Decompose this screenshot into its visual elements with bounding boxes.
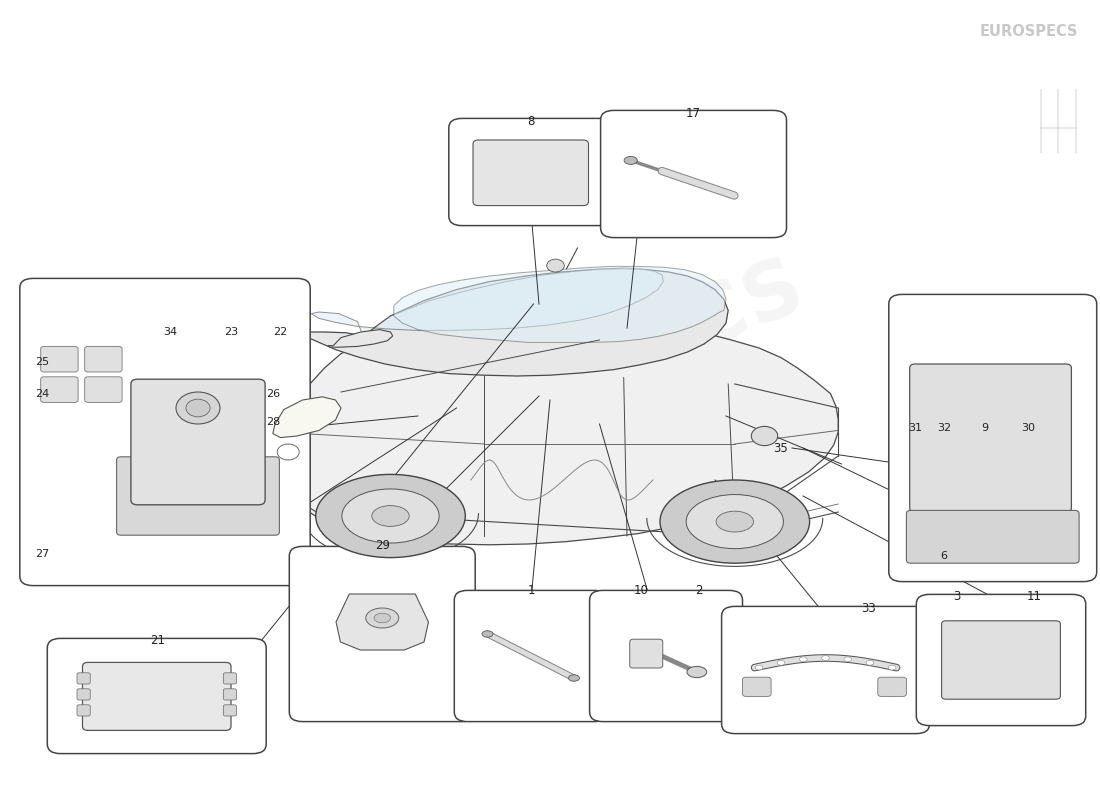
Circle shape [277, 444, 299, 460]
FancyBboxPatch shape [82, 662, 231, 730]
Text: 26: 26 [266, 389, 279, 398]
Text: EUROSPECS: EUROSPECS [285, 246, 815, 522]
Ellipse shape [660, 480, 810, 563]
Text: 2: 2 [695, 584, 702, 597]
Ellipse shape [822, 655, 829, 660]
FancyBboxPatch shape [473, 140, 588, 206]
Text: 8: 8 [528, 115, 535, 128]
Text: 29: 29 [375, 539, 390, 552]
FancyBboxPatch shape [590, 590, 742, 722]
FancyBboxPatch shape [85, 377, 122, 402]
FancyBboxPatch shape [77, 689, 90, 700]
FancyBboxPatch shape [223, 673, 236, 684]
Ellipse shape [482, 630, 493, 637]
Ellipse shape [624, 157, 637, 165]
Polygon shape [311, 268, 663, 336]
Text: 21: 21 [150, 634, 165, 646]
Text: 33: 33 [861, 602, 877, 614]
FancyBboxPatch shape [629, 639, 662, 668]
Circle shape [547, 259, 564, 272]
FancyBboxPatch shape [454, 590, 607, 722]
FancyBboxPatch shape [117, 457, 279, 535]
Text: 32: 32 [937, 423, 950, 433]
Polygon shape [337, 594, 429, 650]
Text: 35: 35 [773, 442, 789, 454]
FancyBboxPatch shape [889, 294, 1097, 582]
Text: 11: 11 [1026, 590, 1042, 602]
Polygon shape [394, 266, 726, 342]
Text: 28: 28 [266, 418, 279, 427]
FancyBboxPatch shape [878, 677, 906, 696]
Ellipse shape [374, 613, 390, 622]
Text: 6: 6 [940, 551, 947, 561]
FancyBboxPatch shape [47, 638, 266, 754]
Ellipse shape [800, 657, 807, 662]
Text: 23: 23 [224, 327, 238, 337]
Polygon shape [273, 397, 341, 438]
FancyBboxPatch shape [223, 689, 236, 700]
FancyBboxPatch shape [601, 110, 786, 238]
FancyBboxPatch shape [910, 364, 1071, 512]
FancyBboxPatch shape [85, 346, 122, 372]
Ellipse shape [866, 660, 873, 666]
Text: 25: 25 [35, 357, 48, 366]
Text: 24: 24 [35, 389, 48, 398]
FancyBboxPatch shape [77, 673, 90, 684]
Ellipse shape [372, 506, 409, 526]
FancyBboxPatch shape [449, 118, 613, 226]
Ellipse shape [756, 666, 763, 670]
FancyBboxPatch shape [916, 594, 1086, 726]
Text: 9: 9 [981, 423, 988, 433]
FancyBboxPatch shape [20, 278, 310, 586]
Polygon shape [328, 330, 393, 347]
Ellipse shape [889, 666, 895, 670]
FancyBboxPatch shape [906, 510, 1079, 563]
Text: 1: 1 [528, 584, 535, 597]
Text: 10: 10 [634, 584, 649, 597]
Text: 3: 3 [954, 590, 960, 602]
Circle shape [751, 426, 778, 446]
FancyBboxPatch shape [942, 621, 1060, 699]
Polygon shape [306, 269, 728, 376]
Ellipse shape [844, 657, 851, 662]
Text: 31: 31 [909, 423, 922, 433]
FancyBboxPatch shape [223, 705, 236, 716]
Polygon shape [272, 323, 838, 545]
FancyBboxPatch shape [77, 705, 90, 716]
FancyBboxPatch shape [131, 379, 265, 505]
Text: 30: 30 [1022, 423, 1035, 433]
Ellipse shape [316, 474, 465, 558]
Text: EUROSPECS: EUROSPECS [979, 24, 1078, 39]
Text: 27: 27 [35, 549, 48, 558]
FancyBboxPatch shape [722, 606, 930, 734]
FancyBboxPatch shape [41, 377, 78, 402]
Ellipse shape [686, 494, 783, 549]
Ellipse shape [569, 675, 580, 682]
Text: 17: 17 [685, 107, 701, 120]
FancyBboxPatch shape [41, 346, 78, 372]
Ellipse shape [176, 392, 220, 424]
Ellipse shape [366, 608, 399, 628]
Ellipse shape [716, 511, 754, 532]
Text: a passion for parts since 1985: a passion for parts since 1985 [385, 442, 671, 550]
Ellipse shape [342, 489, 439, 543]
Ellipse shape [186, 399, 210, 417]
Ellipse shape [686, 666, 706, 678]
FancyBboxPatch shape [742, 677, 771, 696]
FancyBboxPatch shape [289, 546, 475, 722]
Ellipse shape [778, 660, 785, 666]
Text: 34: 34 [164, 327, 177, 337]
Text: 22: 22 [274, 327, 287, 337]
